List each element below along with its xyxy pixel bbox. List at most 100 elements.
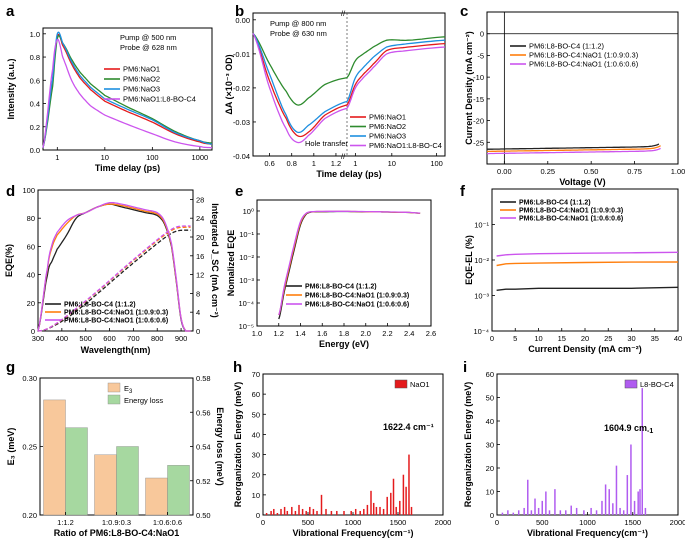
x-tick-label: 1.4: [295, 329, 305, 338]
y-tick-label: -0.04: [233, 152, 250, 161]
x-tick-label: 600: [103, 334, 116, 343]
legend-entry: PM6:NaO1:L8-BO-C4: [123, 95, 196, 104]
axis-break-mark: //: [341, 9, 346, 18]
legend-entry: PM6:L8-BO-C4:NaO1 (1:0.6:0.6): [529, 60, 639, 69]
peak-annotation: 1604.9 cm-1: [604, 423, 653, 435]
x-tick-label: 10: [388, 159, 396, 168]
bar-e3: [145, 477, 168, 516]
x-axis-title: Current Density (mA cm⁻²): [528, 344, 641, 354]
x-tick-label: 40: [674, 334, 682, 343]
y2-tick-label: 0.56: [196, 408, 211, 417]
panel-label-d: d: [6, 183, 15, 200]
y-tick-label: 10⁻¹: [239, 230, 254, 239]
y2-tick-label: 4: [196, 308, 200, 317]
legend-entry: PM6:L8-BO-C4:NaO1 (1:0.9:0.3): [519, 208, 623, 215]
y-tick-label: 0.4: [30, 100, 40, 109]
x-tick-label: 1:0.9:0.3: [102, 518, 131, 527]
y2-tick-label: 0.58: [196, 374, 211, 383]
y-tick-label: 40: [27, 271, 35, 280]
y-tick-label: 20: [486, 464, 494, 473]
y-tick-label: 30: [486, 441, 494, 450]
legend-entry: PM6:L8-BO-C4 (1:1.2): [529, 42, 605, 51]
y2-tick-label: 12: [196, 271, 204, 280]
y-tick-label: 50: [252, 410, 260, 419]
x-tick-label: 1.8: [339, 329, 349, 338]
legend-entry: PM6:NaO1: [123, 65, 160, 74]
x-tick-label: 100: [430, 159, 443, 168]
y-tick-label: -10: [473, 73, 484, 82]
panel-label-g: g: [6, 359, 15, 376]
series-line-PM6:NaO2: [42, 34, 213, 148]
plot-frame-i: [496, 373, 679, 516]
y-tick-label: 0.2: [30, 123, 40, 132]
x-tick-label: 700: [127, 334, 140, 343]
integrated-jsc-line-PM6:L8-BO-C4:NaO1 (1:0.6:0.6): [37, 225, 191, 332]
y-tick-label: 10⁻³: [474, 292, 489, 301]
y-tick-label: -15: [473, 95, 484, 104]
panel-label-a: a: [6, 3, 15, 20]
y-axis-title: Nomalized EQE: [226, 230, 236, 297]
y-tick-label: -5: [477, 51, 484, 60]
legend-swatch: [624, 379, 638, 389]
x-axis-title: Vibrational Frequency(cm⁻¹): [292, 528, 413, 538]
y-axis-title: Current Density (mA cm⁻²): [464, 31, 474, 144]
panel-label-b: b: [235, 3, 244, 20]
series-line-PM6:L8-BO-C4 (1:1.2): [496, 286, 679, 291]
legend-entry: PM6:L8-BO-C4 (1:1.2): [305, 284, 377, 291]
bar-energy-loss: [116, 446, 139, 516]
legend-entry: PM6:NaO2: [123, 75, 160, 84]
annotation-probe: Probe @ 628 nm: [120, 43, 177, 52]
series-line-PM6:NaO2: [252, 32, 446, 106]
y-tick-label: 20: [27, 299, 35, 308]
x-tick-label: 900: [175, 334, 188, 343]
series-line-PM6:L8-BO-C4:NaO1 (1:0.6:0.6): [37, 201, 191, 332]
y2-tick-label: 0: [196, 327, 200, 336]
series-line-PM6:NaO3: [252, 33, 446, 134]
legend-entry: PM6:L8-BO-C4:NaO1 (1:0.9:0.3): [529, 51, 639, 60]
x-tick-label: 1.2: [274, 329, 284, 338]
series-line-PM6:L8-BO-C4:NaO1 (1:0.6:0.6): [487, 147, 661, 155]
y-tick-label: 10⁻⁴: [238, 299, 254, 308]
x-tick-label: 300: [32, 334, 45, 343]
x-tick-label: 35: [651, 334, 659, 343]
y-axis-title: Reorganization Energy (meV): [233, 382, 243, 508]
y-tick-label: 0.25: [22, 443, 37, 452]
panel-label-i: i: [463, 359, 467, 376]
y2-axis-title: Energy loss (meV): [215, 407, 225, 486]
x-tick-label: 2.2: [382, 329, 392, 338]
y-tick-label: 10⁻⁵: [239, 322, 254, 331]
y-tick-label: 1.0: [30, 30, 40, 39]
y-tick-label: -25: [473, 138, 484, 147]
series-line-PM6:NaO1:L8-BO-C4: [42, 38, 213, 149]
x-tick-label: 10: [534, 334, 542, 343]
y-tick-label: -0.03: [233, 118, 250, 127]
legend-swatch: [107, 394, 121, 405]
x-tick-label: 0.8: [286, 159, 296, 168]
y-tick-label: 0: [256, 511, 260, 520]
x-tick-label: 0: [261, 518, 265, 527]
legend-entry: PM6:L8-BO-C4:NaO1 (1:0.6:0.6): [305, 302, 409, 309]
y-axis-title: ΔA (×10⁻³ OD): [224, 54, 234, 114]
x-tick-label: 2000: [435, 518, 452, 527]
x-tick-label: 1.00: [671, 167, 685, 176]
legend-entry: PM6:L8-BO-C4:NaO1 (1:0.9:0.3): [305, 293, 409, 300]
x-axis-title: Ratio of PM6:L8-BO-C4:NaO1: [54, 528, 180, 538]
x-tick-label: 1500: [624, 518, 641, 527]
plot-frame-d: [37, 189, 194, 332]
legend-entry: PM6:NaO3: [123, 85, 160, 94]
y-tick-label: 60: [27, 242, 35, 251]
legend-entry: E3: [124, 384, 133, 395]
y-tick-label: 70: [252, 370, 260, 379]
x-tick-label: 5: [513, 334, 517, 343]
y-tick-label: 80: [27, 214, 35, 223]
y2-tick-label: 0.50: [196, 511, 211, 520]
legend-entry: PM6:NaO3: [369, 132, 406, 141]
y-tick-label: 20: [252, 471, 260, 480]
legend-entry: Energy loss: [124, 396, 163, 405]
series-line-PM6:NaO1:L8-BO-C4: [252, 33, 446, 144]
legend-entry: PM6:L8-BO-C4:NaO1 (1:0.9:0.3): [64, 310, 168, 317]
y-tick-label: 10⁻²: [239, 253, 254, 262]
annotation-pump: Pump @ 500 nm: [120, 33, 176, 42]
y-axis-title: EQE-EL (%): [464, 235, 474, 285]
panel-label-c: c: [460, 3, 468, 20]
